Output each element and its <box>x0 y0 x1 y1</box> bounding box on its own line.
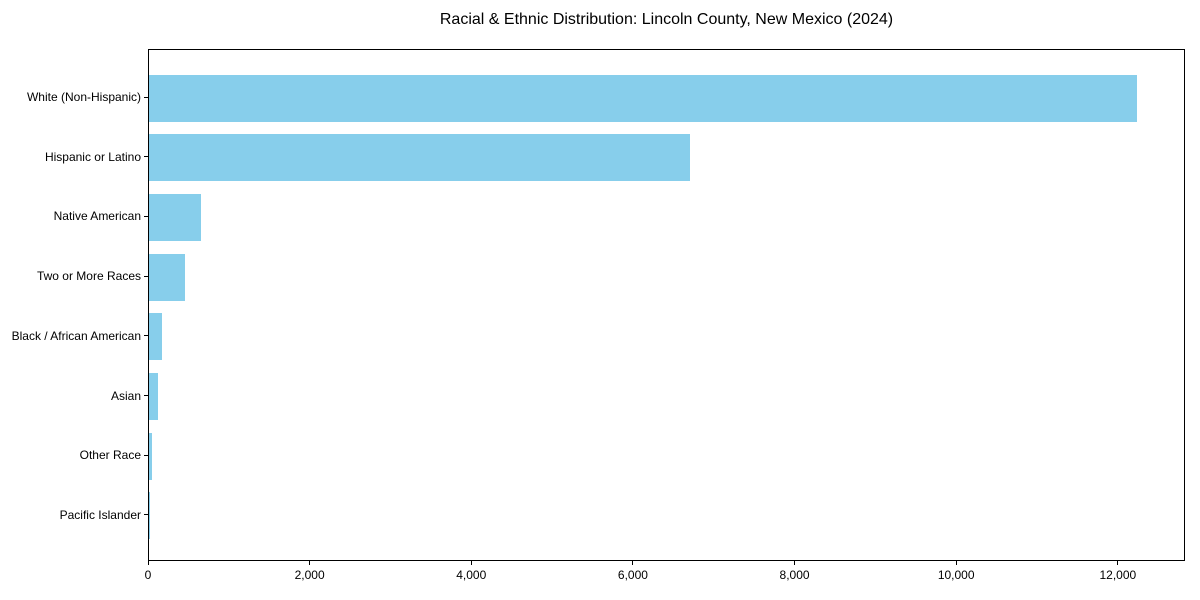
x-axis-tick <box>1117 561 1119 565</box>
x-axis-tick <box>632 561 634 565</box>
y-axis-tick <box>144 395 148 396</box>
y-axis-label-other-race: Other Race <box>79 448 141 463</box>
y-axis-tick <box>144 335 148 337</box>
y-axis-label-white-non-hispanic: White (Non-Hispanic) <box>26 90 141 104</box>
y-axis-tick <box>144 96 148 98</box>
bar-asian <box>149 373 158 420</box>
x-axis-tick-label: 2,000 <box>294 568 325 582</box>
bar-other-race <box>149 432 152 480</box>
x-axis-tick <box>147 561 149 565</box>
plot-area <box>148 49 1185 561</box>
x-axis-tick-label: 12,000 <box>1099 568 1137 582</box>
x-axis-tick-label: 6,000 <box>617 568 648 582</box>
x-axis-tick <box>955 561 957 565</box>
x-axis-tick-label: 0 <box>144 568 152 582</box>
x-axis-tick <box>794 561 796 565</box>
y-axis-label-two-or-more-races: Two or More Races <box>36 269 141 284</box>
y-axis-label-native-american: Native American <box>53 209 141 224</box>
y-axis-tick <box>144 156 148 158</box>
y-axis-label-black-african-american: Black / African American <box>11 328 141 343</box>
y-axis-tick <box>144 514 148 516</box>
bar-black-african-american <box>149 313 162 361</box>
y-axis-tick <box>144 215 148 217</box>
x-axis-tick-label: 8,000 <box>779 568 810 582</box>
y-axis-label-pacific-islander: Pacific Islander <box>59 507 141 522</box>
y-axis-tick <box>144 275 148 277</box>
y-axis-tick <box>144 454 148 456</box>
bar-hispanic-or-latino <box>149 134 690 182</box>
bar-white-non-hispanic <box>149 74 1137 122</box>
bar-pacific-islander <box>149 492 150 540</box>
bar-native-american <box>149 193 201 241</box>
x-axis-tick-label: 10,000 <box>937 568 975 582</box>
x-axis-tick <box>309 561 311 565</box>
bar-two-or-more-races <box>149 253 185 301</box>
y-axis-label-hispanic-or-latino: Hispanic or Latino <box>44 149 141 164</box>
x-axis-tick-label: 4,000 <box>456 568 487 582</box>
chart-title: Racial & Ethnic Distribution: Lincoln Co… <box>439 11 894 28</box>
x-axis-tick <box>470 561 472 565</box>
y-axis-label-asian: Asian <box>110 388 141 403</box>
